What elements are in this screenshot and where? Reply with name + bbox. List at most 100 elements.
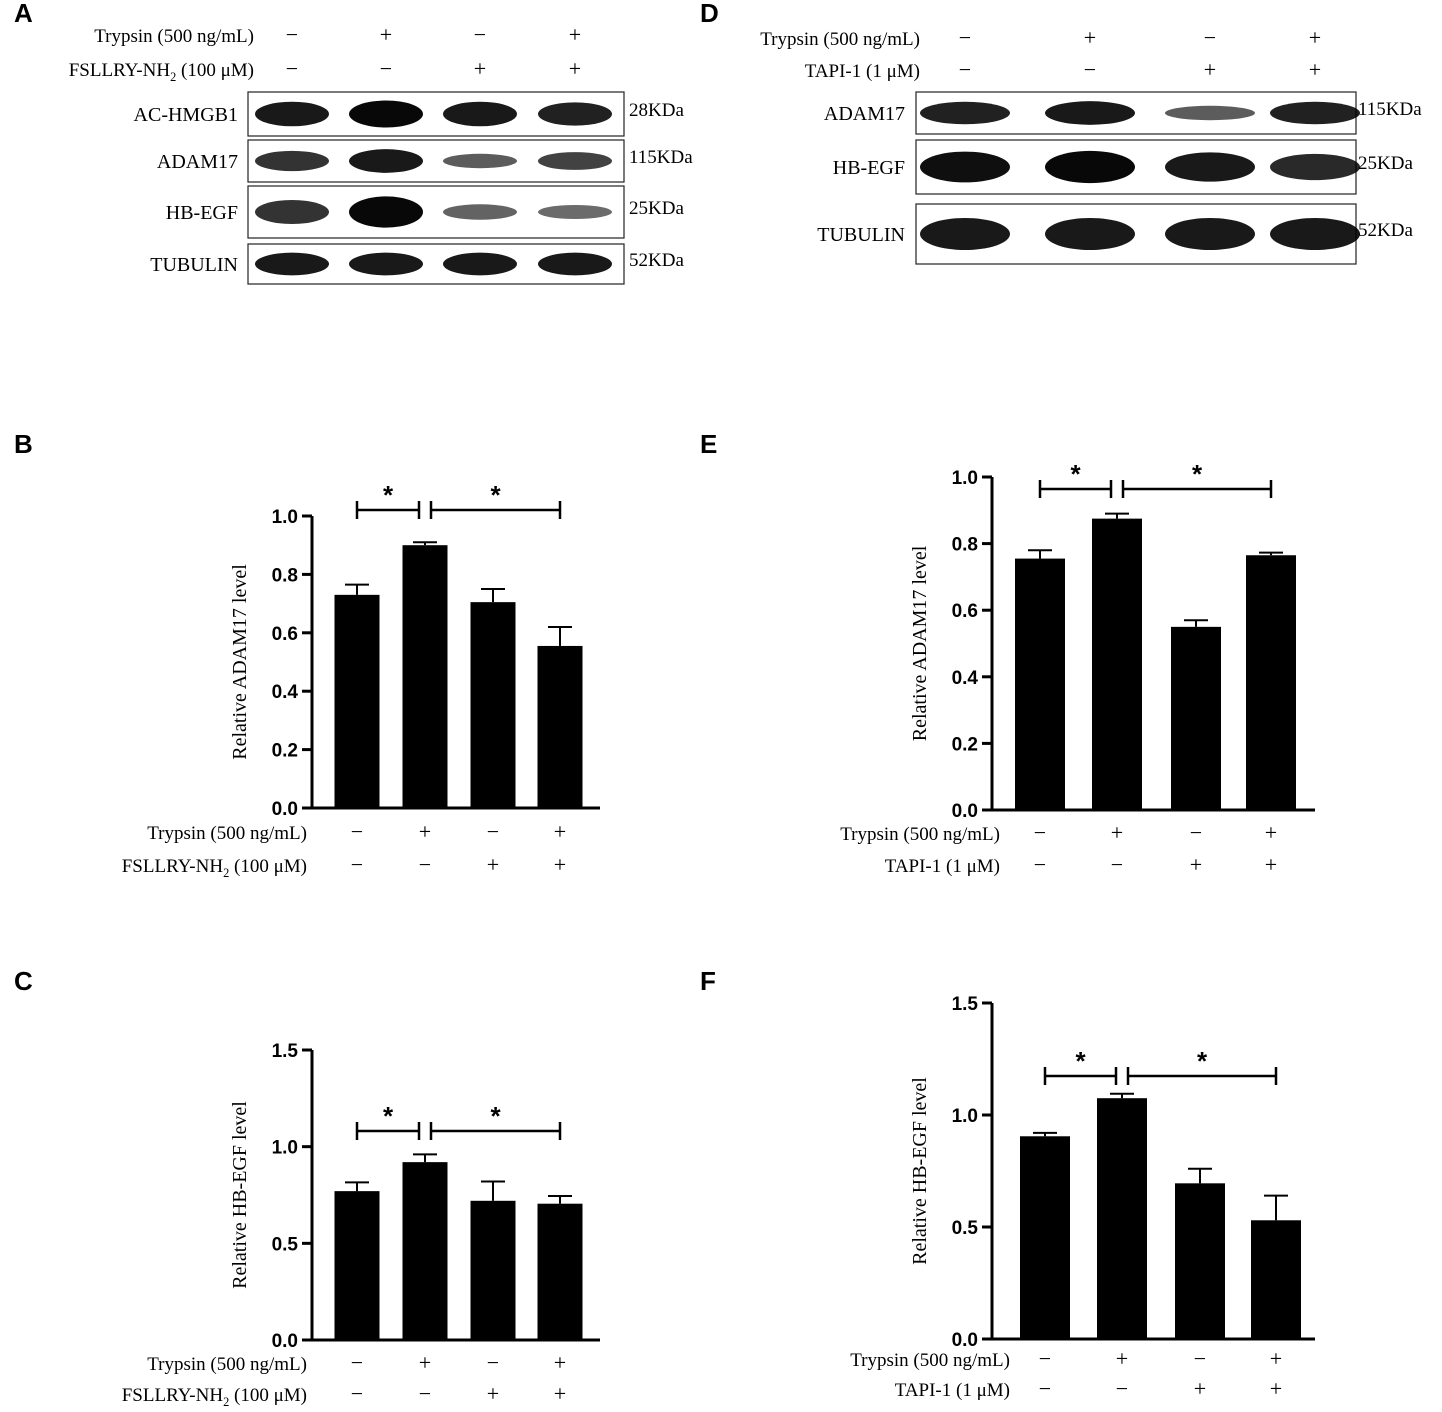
blot-row: ADAM17 115KDa: [824, 91, 1422, 135]
treatment-sign: −: [419, 1381, 431, 1406]
treatment-sign: −: [351, 1381, 363, 1406]
blot-band: [255, 252, 329, 276]
blot-band: [255, 199, 329, 225]
y-tick-label: 0.4: [952, 668, 979, 689]
y-tick-label: 1.0: [952, 468, 978, 489]
bar: [470, 1200, 516, 1340]
bar: [537, 645, 583, 808]
bar: [1175, 1183, 1225, 1339]
treatment-sign: −: [959, 57, 971, 82]
treatment-label: TAPI-1 (1 μM): [895, 1380, 1010, 1401]
panel-letter-e: E: [700, 429, 717, 459]
treatment-sign: −: [1084, 57, 1096, 82]
treatment-sign: −: [1039, 1346, 1051, 1371]
blot-band: [1165, 152, 1255, 182]
panel-letter-b: B: [14, 429, 33, 459]
y-axis-label: Relative HB-EGF level: [909, 1077, 931, 1265]
treatment-sign: +: [1190, 852, 1202, 877]
y-tick-label: 0.0: [952, 801, 978, 822]
blot-row: HB-EGF 25KDa: [833, 139, 1413, 195]
blot-band: [1165, 217, 1255, 251]
chart-c: 0.0 0.5 1.0 1.5 Relative HB-EGF level * * Tryps…: [122, 1041, 600, 1409]
treatment-label: TAPI-1 (1 μM): [805, 61, 920, 82]
treatment-label: FSLLRY-NH2 (100 μM): [122, 1385, 307, 1409]
blot-band: [349, 149, 423, 173]
blot-row: ADAM17 115KDa: [157, 139, 693, 183]
treatment-sign: +: [474, 56, 486, 81]
y-tick-label: 0.6: [272, 624, 298, 645]
treatment-sign: +: [487, 852, 499, 877]
treatment-sign: +: [554, 852, 566, 877]
treatment-sign: +: [380, 22, 392, 47]
treatment-sign: −: [351, 1350, 363, 1375]
bar: [402, 545, 448, 808]
blot-row: TUBULIN 52KDa: [150, 243, 684, 285]
significance-star: *: [383, 1101, 394, 1131]
blot-band: [920, 101, 1010, 125]
bar: [537, 1203, 583, 1340]
treatment-sign: +: [554, 1381, 566, 1406]
blot-row: TUBULIN 52KDa: [817, 203, 1413, 265]
y-tick-label: 1.0: [272, 1138, 298, 1159]
treatment-sign: −: [487, 1350, 499, 1375]
treatment-sign: +: [569, 56, 581, 81]
significance-star: *: [383, 480, 394, 510]
blot-band: [1045, 150, 1135, 184]
blot-band: [443, 153, 517, 169]
protein-label: HB-EGF: [166, 202, 238, 224]
blot-band: [1165, 105, 1255, 121]
y-tick-label: 0.2: [272, 741, 298, 762]
blot-band: [538, 102, 612, 126]
y-tick-label: 0.8: [952, 535, 978, 556]
protein-label: ADAM17: [824, 103, 905, 125]
kda-label: 25KDa: [629, 198, 684, 219]
y-tick-label: 0.8: [272, 565, 298, 586]
bar: [334, 594, 380, 808]
bar: [1246, 555, 1296, 810]
blot-band: [920, 151, 1010, 183]
treatment-sign: −: [1204, 25, 1216, 50]
blot-band: [1270, 153, 1360, 181]
panel-letter-c: C: [14, 966, 33, 996]
treatment-label: FSLLRY-NH2 (100 μM): [69, 60, 254, 84]
treatment-sign: −: [419, 852, 431, 877]
chart-b: 0.0 0.2 0.4 0.6 0.8 1.0 Relative ADAM17 level *…: [122, 480, 600, 880]
treatment-sign: +: [554, 1350, 566, 1375]
kda-label: 115KDa: [629, 147, 693, 168]
panel-letter-f: F: [700, 966, 716, 996]
treatment-sign: −: [1111, 852, 1123, 877]
treatment-label: Trypsin (500 ng/mL): [840, 824, 1000, 845]
bar: [334, 1191, 380, 1340]
treatment-sign: +: [1309, 25, 1321, 50]
treatment-sign: +: [1270, 1376, 1282, 1401]
treatment-sign: +: [1194, 1376, 1206, 1401]
protein-label: AC-HMGB1: [134, 104, 238, 126]
treatment-label: TAPI-1 (1 μM): [885, 856, 1000, 877]
treatment-sign: −: [286, 56, 298, 81]
treatment-sign: −: [474, 22, 486, 47]
treatment-sign: +: [487, 1381, 499, 1406]
treatment-sign: +: [1116, 1346, 1128, 1371]
protein-label: TUBULIN: [817, 224, 905, 246]
blot-band: [1045, 101, 1135, 125]
blot-band: [538, 252, 612, 276]
blot-band: [349, 252, 423, 276]
treatment-label: Trypsin (500 ng/mL): [147, 1354, 307, 1375]
treatment-label: Trypsin (500 ng/mL): [94, 26, 254, 47]
y-tick-label: 0.0: [952, 1330, 978, 1351]
blot-band: [255, 150, 329, 172]
y-axis-label: Relative ADAM17 level: [229, 564, 251, 760]
y-tick-label: 0.0: [272, 799, 298, 820]
significance-star: *: [1192, 459, 1203, 489]
blot-row: HB-EGF 25KDa: [166, 185, 684, 239]
kda-label: 28KDa: [629, 100, 684, 121]
blot-band: [1270, 217, 1360, 251]
kda-label: 52KDa: [1358, 220, 1413, 241]
treatment-sign: +: [569, 22, 581, 47]
treatment-label: Trypsin (500 ng/mL): [147, 823, 307, 844]
treatment-sign: −: [1034, 852, 1046, 877]
y-axis-label: Relative HB-EGF level: [229, 1101, 251, 1289]
y-tick-label: 1.5: [272, 1041, 299, 1062]
significance-star: *: [1070, 459, 1081, 489]
